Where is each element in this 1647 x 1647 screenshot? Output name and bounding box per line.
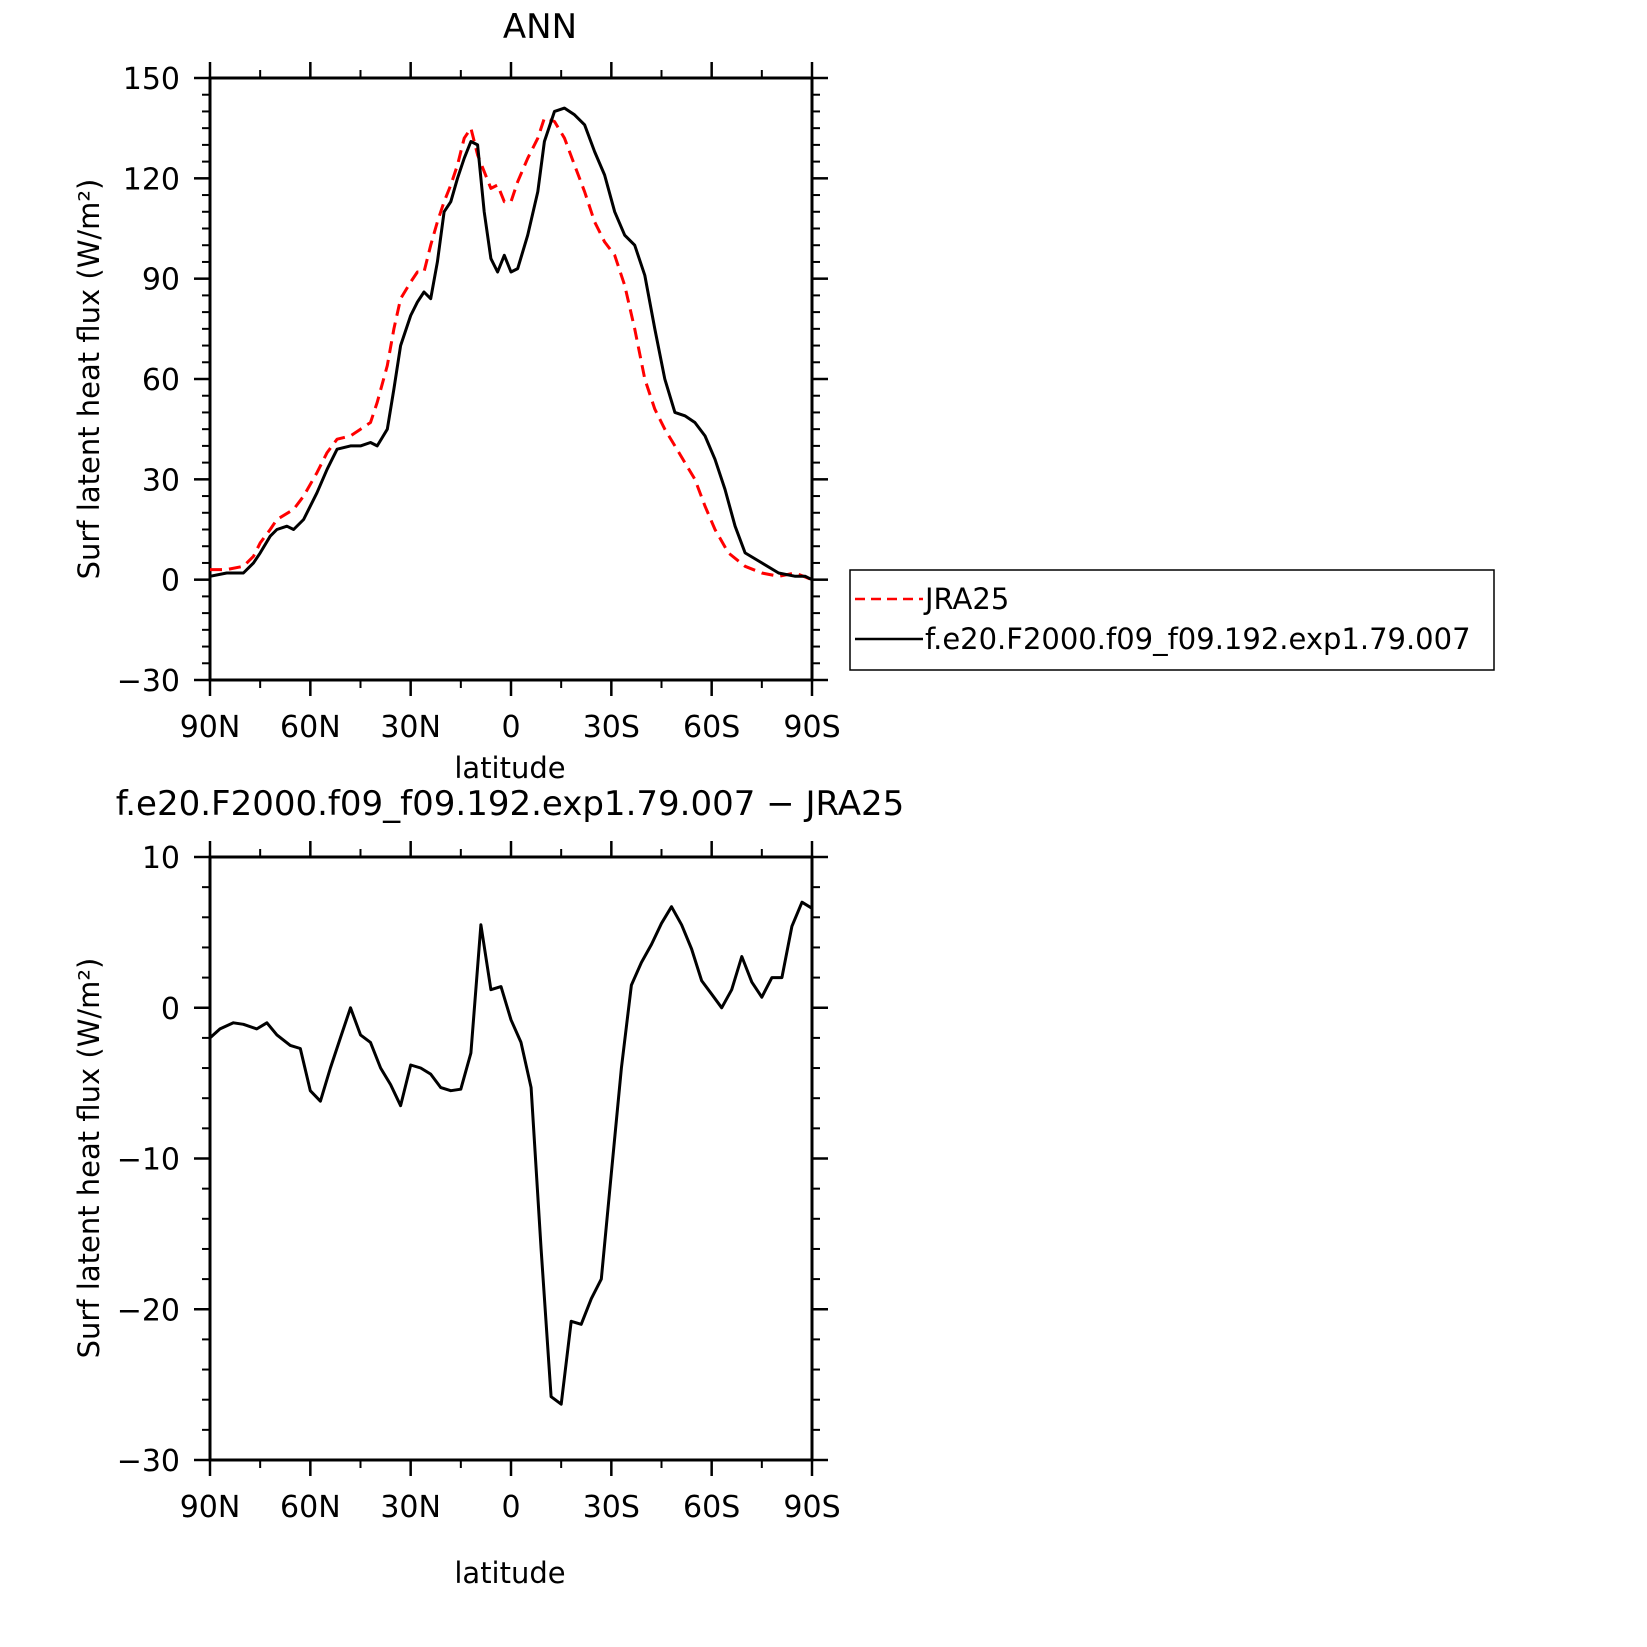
legend-label-model: f.e20.F2000.f09_f09.192.exp1.79.007	[925, 622, 1471, 656]
legend: JRA25 f.e20.F2000.f09_f09.192.exp1.79.00…	[849, 569, 1495, 671]
x-tick-label: 30N	[380, 710, 441, 745]
x-tick-label: 60N	[280, 710, 341, 745]
bottom-x-axis-label: latitude	[454, 1556, 565, 1590]
y-tick-label: 0	[161, 992, 180, 1027]
y-tick-label: 10	[142, 841, 180, 876]
top-series-layer	[209, 106, 813, 582]
bottom-chart-title: f.e20.F2000.f09_f09.192.exp1.79.007 − JR…	[116, 784, 905, 824]
x-tick-label: 0	[501, 1490, 520, 1525]
top-series-line-1	[209, 106, 813, 582]
y-tick-label: 150	[123, 62, 180, 97]
y-tick-label: 120	[123, 162, 180, 197]
y-tick-label: −10	[117, 1143, 180, 1178]
x-tick-label: 60N	[280, 1490, 341, 1525]
bottom-panel: f.e20.F2000.f09_f09.192.exp1.79.007 − JR…	[72, 784, 904, 1590]
y-tick-label: 90	[142, 263, 180, 298]
bottom-series-line-0	[208, 900, 813, 1406]
y-tick-label: 0	[161, 564, 180, 599]
x-tick-label: 90S	[783, 1490, 840, 1525]
x-tick-label: 90N	[180, 710, 241, 745]
bottom-axis-ticks: −30 −20 −10 0 10 90N 60N 30N 0 30S 60S 90S	[117, 841, 841, 1525]
bottom-y-axis-label: Surf latent heat flux (W/m²)	[72, 958, 106, 1359]
x-tick-label: 60S	[683, 1490, 740, 1525]
bottom-series-layer	[208, 900, 813, 1406]
y-tick-label: −30	[117, 1444, 180, 1479]
y-tick-label: −30	[117, 664, 180, 699]
x-tick-label: 90S	[783, 710, 840, 745]
y-tick-label: −20	[117, 1293, 180, 1328]
top-series-line-0	[210, 116, 813, 582]
top-axis-ticks: −30 0 30 60 90 120 150 90N 60N 30N 0 30S 60S 90S	[117, 62, 841, 745]
x-tick-label: 30S	[583, 1490, 640, 1525]
top-x-axis-label: latitude	[454, 751, 565, 785]
x-tick-label: 30S	[583, 710, 640, 745]
y-tick-label: 30	[142, 463, 180, 498]
x-tick-label: 60S	[683, 710, 740, 745]
legend-label-jra25: JRA25	[923, 582, 1009, 616]
y-tick-label: 60	[142, 363, 180, 398]
x-tick-label: 0	[501, 710, 520, 745]
legend-box	[849, 569, 1495, 671]
top-y-axis-label: Surf latent heat flux (W/m²)	[72, 179, 106, 580]
bottom-plot-frame	[208, 855, 814, 1462]
x-tick-label: 30N	[380, 1490, 441, 1525]
x-tick-label: 90N	[180, 1490, 241, 1525]
top-chart-title: ANN	[503, 7, 577, 47]
top-plot-frame	[208, 76, 814, 682]
